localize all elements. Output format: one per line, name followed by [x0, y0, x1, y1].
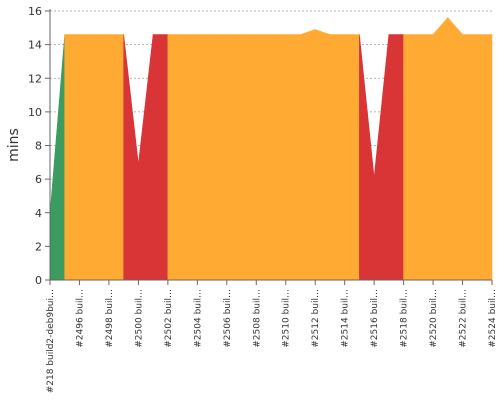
area-segment	[197, 34, 213, 281]
area-segment	[418, 34, 434, 281]
y-tick-label: 4	[35, 207, 42, 220]
area-segment	[241, 34, 257, 281]
y-axis-title: mins	[6, 128, 22, 162]
x-tick-label: #218 build2-deb9bui…	[46, 289, 56, 393]
x-axis: #218 build2-deb9bui… #2496 buil… #2498 bui…	[46, 279, 498, 393]
area-segment	[93, 34, 110, 281]
y-tick-label: 2	[35, 240, 42, 253]
y-tick-label: 12	[28, 72, 42, 85]
area-segment	[476, 34, 493, 281]
area-segment	[285, 34, 301, 281]
area-segment	[182, 34, 198, 281]
area-segment	[152, 34, 169, 281]
area-segment	[314, 29, 331, 281]
area-segment	[79, 34, 95, 281]
area-segment	[359, 34, 375, 281]
x-tick-label: #2520 buil…	[429, 289, 439, 348]
area-segment	[108, 34, 124, 281]
area-segment	[403, 34, 419, 281]
y-tick-label: 16	[28, 5, 42, 18]
area-segment	[226, 34, 242, 281]
x-tick-label: #2504 buil…	[193, 289, 203, 348]
area-segment	[211, 34, 228, 281]
area-segment	[432, 16, 449, 281]
x-tick-label: #2524 buil…	[488, 289, 498, 348]
x-tick-label: #2502 buil…	[164, 289, 174, 348]
x-tick-label: #2518 buil…	[400, 289, 410, 348]
x-tick-label: #2506 buil…	[223, 289, 233, 348]
x-tick-label: #2508 buil…	[252, 289, 262, 348]
area-segment	[49, 34, 66, 281]
x-tick-label: #2496 buil…	[75, 289, 85, 348]
area-segment	[462, 34, 478, 281]
area-segment	[255, 34, 272, 281]
area-segment	[64, 34, 80, 281]
area-segment	[447, 16, 463, 281]
y-axis: 0 2 4 6 8 10 12 14 16	[28, 5, 51, 287]
y-tick-label: 0	[35, 274, 42, 287]
area-segment	[138, 34, 154, 281]
x-tick-label: #2514 buil…	[341, 289, 351, 348]
x-tick-label: #2522 buil…	[459, 289, 469, 348]
y-tick-label: 8	[35, 140, 42, 153]
area-segment	[329, 34, 345, 281]
area-segment	[344, 34, 360, 281]
area-segment	[388, 34, 404, 281]
area-segment	[167, 34, 183, 281]
x-tick-label: #2512 buil…	[311, 289, 321, 348]
x-tick-label: #2510 buil…	[282, 289, 292, 348]
area-segment	[123, 34, 139, 281]
y-tick-label: 6	[35, 173, 42, 186]
series-area	[49, 16, 493, 281]
y-tick-label: 14	[28, 39, 42, 52]
area-segment	[270, 34, 287, 281]
y-tick-label: 10	[28, 106, 42, 119]
x-tick-label: #2516 buil…	[370, 289, 380, 348]
area-segment	[373, 34, 390, 281]
area-segment	[300, 29, 316, 281]
x-tick-label: #2500 buil…	[134, 289, 144, 348]
x-tick-label: #2498 buil…	[105, 289, 115, 348]
